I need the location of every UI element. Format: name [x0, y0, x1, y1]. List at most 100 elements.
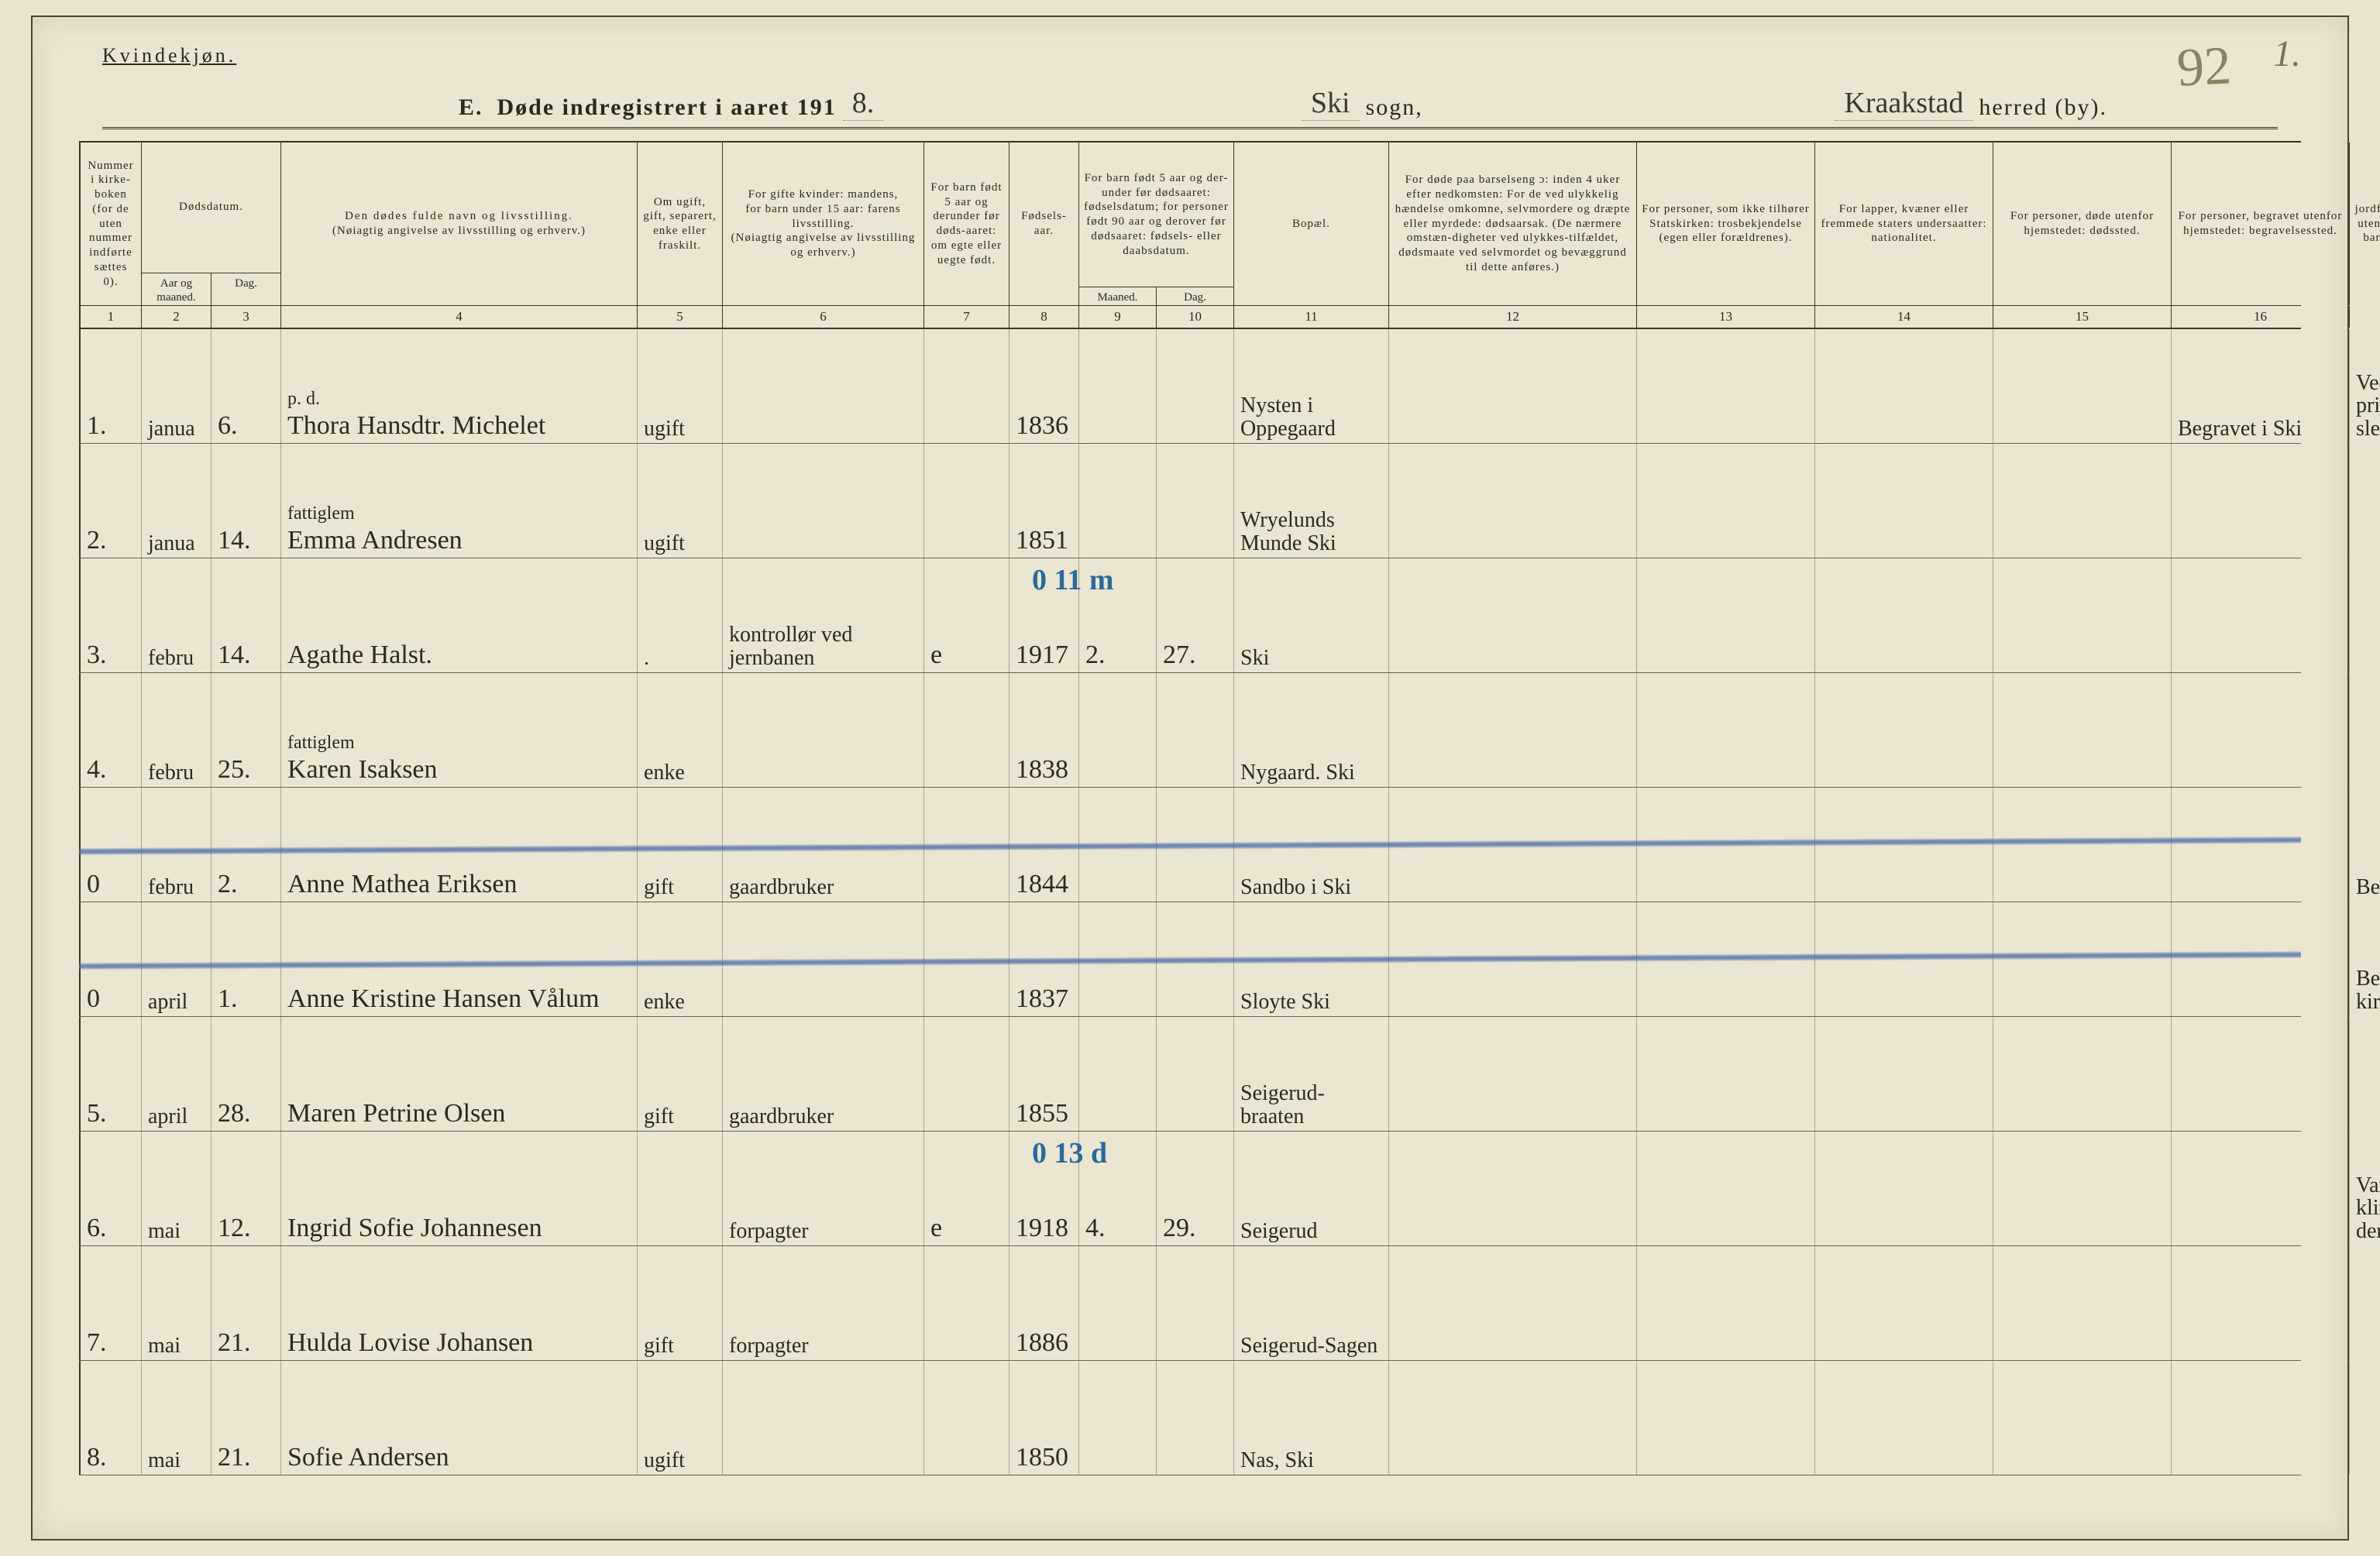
table-cell — [1636, 1246, 1814, 1360]
table-cell: 21. — [211, 1361, 280, 1475]
colnum: 6 — [722, 306, 923, 328]
table-cell — [722, 444, 923, 558]
table-cell — [637, 1132, 722, 1245]
col-header-2: Aar og maaned. — [142, 273, 212, 306]
table-cell — [1388, 1132, 1636, 1245]
table-cell — [2349, 444, 2380, 558]
table-cell — [1078, 673, 1156, 787]
colnum: 7 — [923, 306, 1009, 328]
table-cell — [1156, 902, 1233, 1016]
table-cell — [1814, 329, 1993, 443]
table-cell — [1156, 329, 1233, 443]
table-cell: Vedkommende ikke privilget av sine slegt… — [2349, 329, 2380, 443]
title-main: Døde indregistrert i aaret 191 — [497, 94, 837, 121]
table-cell — [1078, 1017, 1156, 1131]
col-header-4: Den dødes fulde navn og livsstilling. (N… — [280, 143, 637, 305]
col-header-7: For barn født 5 aar og derunder før døds… — [923, 143, 1009, 305]
table-row: 2.janua14.fattiglemEmma Andresenugift185… — [79, 444, 2301, 558]
table-cell: 1850 — [1009, 1361, 1078, 1475]
column-number-row: 1 2 3 4 5 6 7 8 9 10 11 12 13 14 15 16 1… — [79, 306, 2301, 329]
table-cell — [2171, 444, 2349, 558]
ledger-table: Nummer i kirke-boken (for de uten nummer… — [79, 141, 2301, 1508]
table-header: Nummer i kirke-boken (for de uten nummer… — [79, 141, 2301, 306]
table-cell — [1636, 902, 1814, 1016]
table-cell: Agathe Halst. — [280, 558, 637, 672]
table-cell: 1. — [211, 902, 280, 1016]
table-cell — [1388, 788, 1636, 902]
table-cell: Sloyte Ski — [1233, 902, 1388, 1016]
table-cell — [722, 329, 923, 443]
table-row: 0febru2.Anne Mathea Eriksengiftgaardbruk… — [79, 788, 2301, 902]
table-cell — [1993, 329, 2171, 443]
col-header-9-10: For barn født 5 aar og der-under før død… — [1078, 143, 1233, 305]
table-cell: . — [637, 558, 722, 672]
table-cell: enke — [637, 902, 722, 1016]
table-row: 4.febru25.fattiglemKaren Isaksenenke1838… — [79, 673, 2301, 788]
table-cell — [1993, 788, 2171, 902]
table-cell: 1836 — [1009, 329, 1078, 443]
col-header-10: Dag. — [1157, 287, 1233, 305]
table-cell: Nysten i Oppegaard — [1233, 329, 1388, 443]
table-cell — [1636, 329, 1814, 443]
table-cell — [2349, 1017, 2380, 1131]
gender-heading: Kvindekjøn. — [102, 44, 236, 67]
colnum: 8 — [1009, 306, 1078, 328]
table-cell — [1156, 1361, 1233, 1475]
table-cell — [1993, 558, 2171, 672]
table-row: 3.febru14.Agathe Halst..kontrollør ved j… — [79, 558, 2301, 673]
table-cell: janua — [141, 329, 211, 443]
table-cell — [923, 1361, 1009, 1475]
table-cell — [1156, 673, 1233, 787]
table-cell: p. d.Thora Hansdtr. Michelet — [280, 329, 637, 443]
col-header-15: For personer, døde utenfor hjemstedet: d… — [1993, 143, 2171, 305]
colnum: 5 — [637, 306, 722, 328]
sogn-label: sogn, — [1366, 94, 1423, 121]
table-cell — [1156, 788, 1233, 902]
table-cell — [2349, 558, 2380, 672]
table-cell — [2171, 1132, 2349, 1245]
herred-label: herred (by). — [1979, 94, 2107, 121]
table-row: 1.janua6.p. d.Thora Hansdtr. Micheletugi… — [79, 329, 2301, 444]
table-cell: 1886 — [1009, 1246, 1078, 1360]
table-cell: 3. — [79, 558, 141, 672]
table-cell — [1078, 329, 1156, 443]
table-cell: Nygaard. Ski — [1233, 673, 1388, 787]
table-cell: gift — [637, 788, 722, 902]
table-cell: ugift — [637, 444, 722, 558]
title-row: E. Døde indregistrert i aaret 191 8. Ski… — [102, 75, 2278, 129]
table-cell — [1814, 444, 1993, 558]
colnum: 4 — [280, 306, 637, 328]
col-header-13: For personer, som ikke tilhører Statskir… — [1636, 143, 1814, 305]
colnum: 2 — [141, 306, 211, 328]
table-cell: fattiglemEmma Andresen — [280, 444, 637, 558]
table-cell: Ski — [1233, 558, 1388, 672]
table-cell — [1814, 1246, 1993, 1360]
table-cell: gift — [637, 1246, 722, 1360]
ledger-page: Kvindekjøn. 92 1. E. Døde indregistrert … — [31, 15, 2349, 1541]
table-cell: Sandbo i Ski — [1233, 788, 1388, 902]
table-cell — [2171, 1017, 2349, 1131]
sogn-handwritten: Ski — [1302, 86, 1360, 121]
colnum: 17 — [2349, 306, 2380, 328]
col-header-5: Om ugift, gift, separert, enke eller fra… — [637, 143, 722, 305]
table-cell: e — [923, 1132, 1009, 1245]
table-cell: 8. — [79, 1361, 141, 1475]
colnum: 15 — [1993, 306, 2171, 328]
table-cell — [1388, 673, 1636, 787]
table-cell: e — [923, 558, 1009, 672]
table-cell — [2171, 788, 2349, 902]
table-cell: 27. — [1156, 558, 1233, 672]
table-cell — [1814, 1361, 1993, 1475]
table-cell — [1993, 902, 2171, 1016]
table-cell — [1814, 788, 1993, 902]
col-header-1: Nummer i kirke-boken (for de uten nummer… — [79, 143, 141, 305]
table-cell — [2171, 673, 2349, 787]
table-cell — [923, 1246, 1009, 1360]
table-cell — [1636, 1132, 1814, 1245]
table-cell: Anne Kristine Hansen Vålum — [280, 902, 637, 1016]
table-cell — [1993, 444, 2171, 558]
table-row: 0april1.Anne Kristine Hansen Vålumenke18… — [79, 902, 2301, 1017]
table-cell — [1814, 902, 1993, 1016]
table-cell: febru — [141, 788, 211, 902]
col-header-12: For døde paa barselseng ɔ: inden 4 uker … — [1388, 143, 1636, 305]
